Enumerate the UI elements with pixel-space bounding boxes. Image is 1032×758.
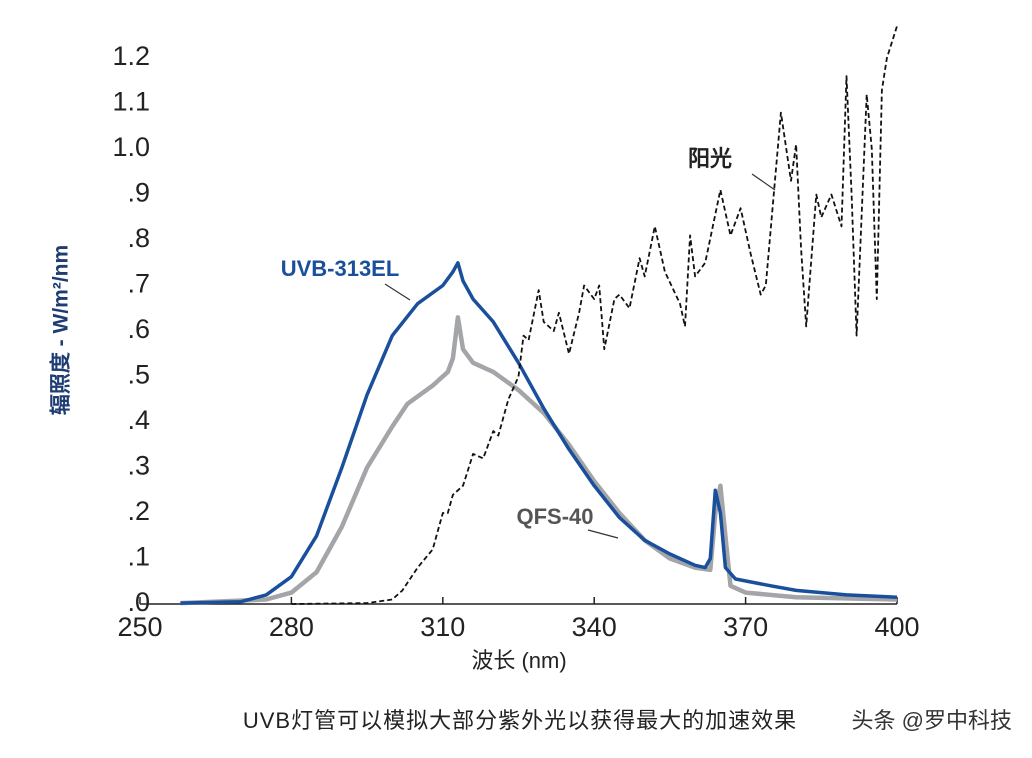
series-label: UVB-313EL [281,256,400,281]
y-tick-label: 1.2 [112,41,150,71]
series-line [180,261,898,605]
watermark: 头条 @罗中科技 [852,708,1012,733]
y-tick-label: .0 [127,587,150,617]
y-tick-label: .3 [127,451,150,481]
y-axis-label: 辐照度 - W/m²/nm [49,245,73,415]
y-tick-label: .4 [127,405,150,435]
caption: UVB灯管可以模拟大部分紫外光以获得最大的加速效果 [243,708,797,733]
x-tick-label: 250 [117,612,162,642]
series-label: 阳光 [688,146,732,171]
x-tick-label: 310 [420,612,465,642]
y-tick-label: .6 [127,314,150,344]
leader-line [587,529,619,539]
series-line [180,315,898,606]
x-tick-label: 400 [874,612,919,642]
y-tick-label: .8 [127,223,150,253]
y-tick-label: .7 [127,269,150,299]
y-tick-label: .2 [127,496,150,526]
series-label: QFS-40 [516,504,593,529]
x-tick-label: 280 [269,612,314,642]
x-axis-label: 波长 (nm) [471,648,566,673]
y-tick-label: .1 [127,542,150,572]
leader-line [751,173,776,191]
leader-line [384,283,411,301]
y-tick-label: .9 [127,178,150,208]
y-tick-label: .5 [127,360,150,390]
x-tick-label: 340 [572,612,617,642]
x-tick-label: 370 [723,612,768,642]
y-tick-label: 1.0 [112,132,150,162]
y-tick-label: 1.1 [112,87,150,117]
series-line [291,25,898,605]
